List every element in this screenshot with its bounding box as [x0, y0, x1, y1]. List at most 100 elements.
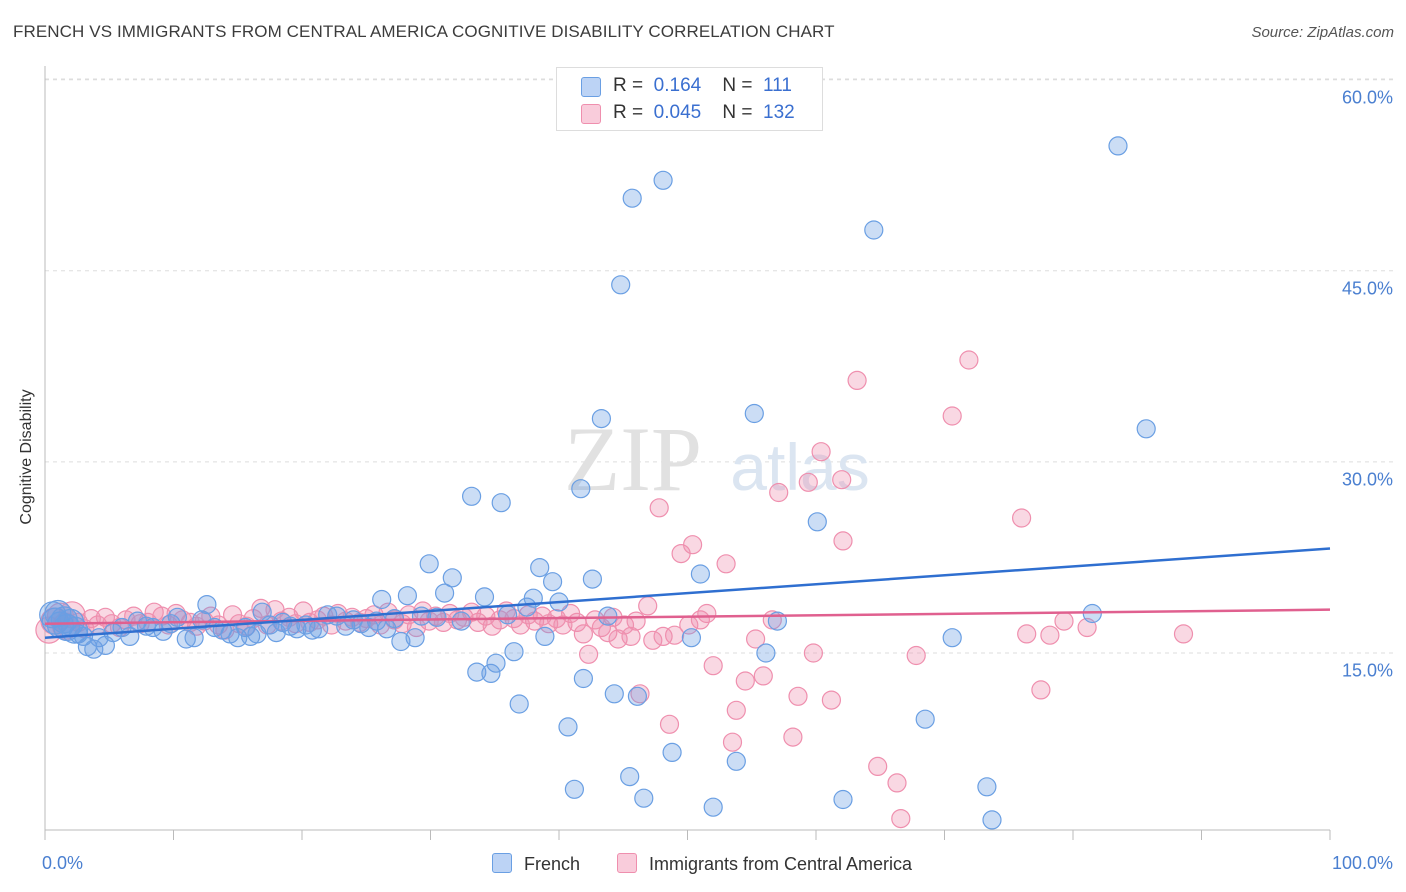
immigrants-point [1054, 611, 1074, 631]
immigrants-point [1031, 680, 1051, 700]
immigrants-point [1011, 508, 1032, 528]
x-tick-label-max: 100.0% [1331, 853, 1393, 873]
french-point [530, 557, 550, 578]
immigrants-point [722, 732, 743, 752]
french-point [184, 628, 204, 648]
immigrants-point [906, 645, 926, 666]
french-point [391, 631, 411, 652]
french-point [620, 766, 640, 787]
legend-item-french[interactable]: French [492, 853, 580, 875]
french-swatch [581, 77, 601, 97]
french-point [558, 717, 578, 737]
french-point [622, 188, 642, 208]
french-point [509, 694, 529, 714]
french-point [726, 751, 746, 771]
immigrants-point [573, 624, 594, 644]
immigrants-point [532, 606, 552, 626]
immigrants-point [697, 603, 717, 624]
french-point [1136, 419, 1156, 439]
legend-french-label: French [524, 854, 581, 874]
immigrants-point [798, 472, 818, 492]
french-point [486, 653, 506, 673]
french-point [598, 606, 618, 626]
legend-r-value: 0.164 [653, 75, 702, 96]
immigrants-point [638, 596, 658, 616]
immigrants-point [887, 773, 907, 793]
watermark-atlas: atlas [730, 430, 869, 504]
axis-layer [44, 66, 1331, 840]
chart-source: Source: ZipAtlas.com [1251, 24, 1394, 41]
immigrants-point [659, 714, 680, 734]
immigrants-point [614, 615, 635, 635]
watermark: ZIP atlas [564, 408, 870, 510]
immigrants-point [630, 684, 650, 704]
french-point [564, 779, 585, 799]
french-point [1108, 136, 1128, 156]
immigrants-point [891, 808, 911, 829]
french-point [611, 275, 631, 295]
immigrants-point [821, 690, 842, 710]
french-point [915, 709, 935, 729]
immigrants-point [868, 756, 888, 777]
french-point [690, 564, 711, 584]
legend-n-value: 132 [763, 102, 795, 123]
french-swatch [492, 853, 512, 873]
french-point [662, 742, 682, 763]
immigrants-point [832, 470, 852, 490]
immigrants-point [942, 406, 962, 426]
x-tick-label-min: 0.0% [42, 853, 84, 873]
immigrants-point [726, 700, 746, 720]
y-tick-label: 15.0% [1341, 660, 1393, 681]
immigrants-swatch [617, 853, 637, 873]
immigrants-point [510, 615, 531, 635]
immigrants-point [745, 629, 766, 649]
immigrants-point [769, 482, 789, 503]
immigrants-point [735, 671, 755, 691]
immigrants-point [553, 615, 573, 635]
immigrants-point [811, 442, 831, 462]
french-point [442, 568, 462, 588]
legend-item-immigrants[interactable]: Immigrants from Central America [617, 853, 912, 875]
immigrants-point [482, 616, 502, 636]
french-point [942, 628, 962, 648]
immigrants-point [833, 531, 853, 551]
french-point [634, 788, 654, 808]
immigrants-point [664, 625, 685, 645]
french-point [435, 583, 455, 603]
legend-n-value: 111 [763, 75, 792, 96]
french-point [462, 486, 482, 506]
french-point [405, 628, 425, 648]
immigrants-point [703, 656, 723, 676]
french-point [266, 622, 286, 643]
french-point [571, 479, 591, 499]
french-point [474, 587, 495, 607]
french-point [833, 789, 853, 810]
immigrants-point [788, 686, 808, 706]
y-axis-label: Cognitive Disability [18, 389, 35, 525]
watermark-zip: ZIP [564, 408, 702, 510]
french-point [681, 628, 702, 648]
immigrants-swatch [581, 104, 601, 124]
french-point [372, 589, 392, 610]
immigrants-point [783, 727, 803, 747]
french-point [451, 611, 471, 631]
immigrants-point [753, 666, 773, 686]
y-tick-label: 60.0% [1341, 87, 1393, 108]
french-point [542, 572, 563, 592]
legend-r-value: 0.045 [653, 102, 702, 123]
immigrants-point [598, 622, 618, 643]
french-point [197, 594, 217, 615]
french-point [591, 409, 612, 429]
immigrants-point [803, 643, 824, 663]
french-point [744, 403, 764, 424]
french-point [427, 607, 447, 627]
immigrants-point [649, 498, 669, 518]
french-point [481, 663, 501, 684]
immigrants-point [959, 350, 979, 370]
immigrants-point [1017, 624, 1037, 644]
french-point [397, 586, 417, 606]
french-point [627, 686, 648, 706]
immigrants-point [847, 370, 867, 390]
immigrants-point [1040, 625, 1060, 645]
